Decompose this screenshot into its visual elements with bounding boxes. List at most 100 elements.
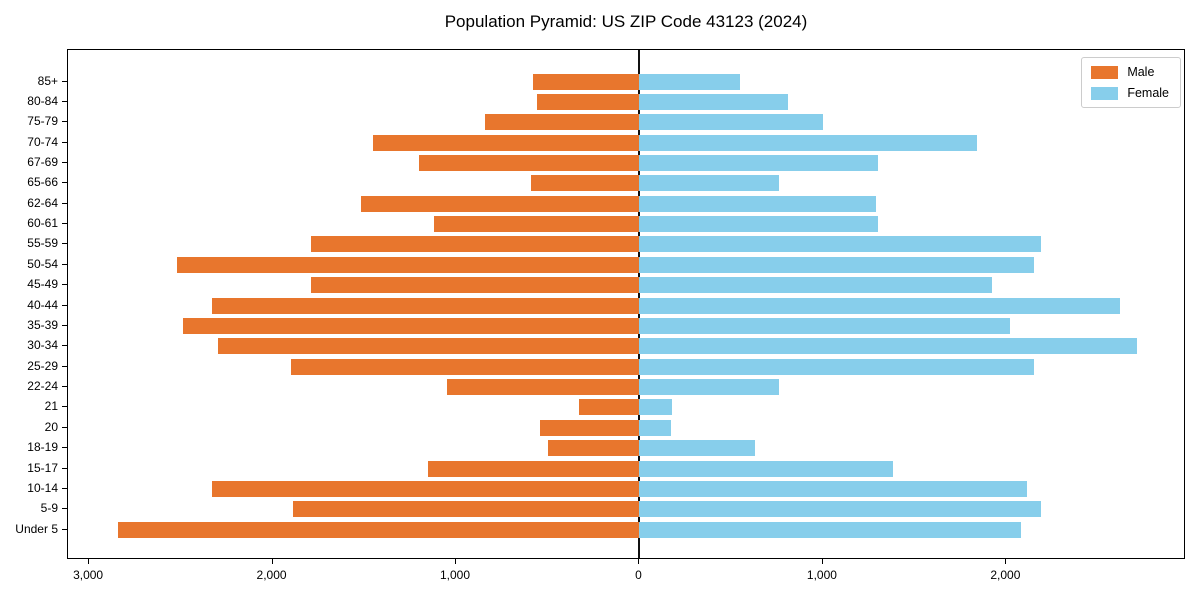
bar-female-20 (639, 419, 671, 436)
bar-male-60-61 (434, 216, 640, 233)
bar-female-25-29 (639, 358, 1034, 375)
bar-female-5-9 (639, 501, 1042, 518)
ytick-label: 85+ (37, 73, 58, 88)
bar-female-67-69 (639, 154, 878, 171)
bar-male-85+ (533, 73, 640, 90)
bar-female-85+ (639, 73, 741, 90)
ytick-label: 70-74 (27, 134, 58, 149)
bar-female-62-64 (639, 195, 877, 212)
bar-male-70-74 (373, 134, 640, 151)
ytick-label: 22-24 (27, 379, 58, 394)
ytick-mark (62, 426, 67, 428)
ytick-mark (62, 284, 67, 286)
bar-female-60-61 (639, 216, 878, 233)
ytick-mark (62, 386, 67, 388)
xtick-label: 3,000 (73, 568, 104, 582)
ytick-mark (62, 223, 67, 225)
ytick-mark (62, 243, 67, 245)
ytick-label: 80-84 (27, 93, 58, 108)
bar-female-45-49 (639, 277, 992, 294)
ytick-label: 60-61 (27, 216, 58, 231)
xtick-label: 1,000 (806, 568, 837, 582)
chart-title: Population Pyramid: US ZIP Code 43123 (2… (444, 12, 808, 31)
ytick-label: Under 5 (15, 521, 58, 536)
bar-male-75-79 (485, 114, 640, 131)
xtick-label: 1,000 (440, 568, 471, 582)
ytick-label: 20 (44, 419, 58, 434)
bar-male-25-29 (290, 358, 640, 375)
ytick-mark (62, 202, 67, 204)
bar-male-55-59 (311, 236, 640, 253)
xtick-label: 2,000 (256, 568, 287, 582)
bar-female-15-17 (639, 460, 893, 477)
bar-female-80-84 (639, 93, 789, 110)
ytick-label: 25-29 (27, 358, 58, 373)
bar-male-30-34 (217, 338, 640, 355)
ytick-label: 40-44 (27, 297, 58, 312)
bar-male-45-49 (311, 277, 640, 294)
bar-female-70-74 (639, 134, 978, 151)
legend-label-female: Female (1127, 86, 1169, 100)
ytick-mark (62, 406, 67, 408)
bar-male-under-5 (118, 521, 640, 538)
bar-male-67-69 (419, 154, 640, 171)
bar-male-15-17 (428, 460, 640, 477)
xtick-mark (88, 559, 90, 564)
ytick-mark (62, 365, 67, 367)
ytick-mark (62, 447, 67, 449)
bar-female-21 (639, 399, 673, 416)
ytick-mark (62, 528, 67, 530)
female-swatch-icon (1091, 86, 1119, 100)
bar-female-under-5 (639, 521, 1022, 538)
ytick-mark (62, 161, 67, 163)
xtick-mark (821, 559, 823, 564)
ytick-label: 67-69 (27, 154, 58, 169)
ytick-label: 18-19 (27, 440, 58, 455)
bar-male-18-19 (547, 440, 640, 457)
ytick-label: 5-9 (40, 501, 58, 516)
bar-male-5-9 (292, 501, 640, 518)
ytick-label: 75-79 (27, 114, 58, 129)
ytick-label: 45-49 (27, 277, 58, 292)
male-swatch-icon (1091, 65, 1119, 79)
ytick-label: 55-59 (27, 236, 58, 251)
bar-female-10-14 (639, 480, 1027, 497)
ytick-label: 21 (44, 399, 58, 414)
legend: Male Female (1081, 57, 1181, 108)
bar-male-50-54 (177, 256, 640, 273)
ytick-label: 15-17 (27, 460, 58, 475)
ytick-label: 30-34 (27, 338, 58, 353)
ytick-label: 50-54 (27, 256, 58, 271)
xtick-label: 2,000 (990, 568, 1021, 582)
bar-female-50-54 (639, 256, 1034, 273)
xtick-mark (455, 559, 457, 564)
bar-female-30-34 (639, 338, 1137, 355)
bar-female-40-44 (639, 297, 1121, 314)
bar-male-35-39 (182, 317, 640, 334)
ytick-mark (62, 182, 67, 184)
ytick-mark (62, 508, 67, 510)
bar-female-18-19 (639, 440, 756, 457)
xtick-mark (638, 559, 640, 564)
ytick-mark (62, 324, 67, 326)
ytick-mark (62, 263, 67, 265)
bar-male-22-24 (446, 379, 640, 396)
ytick-label: 62-64 (27, 195, 58, 210)
plot-area: Male Female (67, 49, 1185, 559)
ytick-label: 65-66 (27, 175, 58, 190)
xtick-mark (271, 559, 273, 564)
ytick-mark (62, 345, 67, 347)
bar-male-20 (540, 419, 640, 436)
bar-female-22-24 (639, 379, 779, 396)
ytick-mark (62, 80, 67, 82)
ytick-mark (62, 467, 67, 469)
ytick-mark (62, 121, 67, 123)
bar-male-80-84 (536, 93, 640, 110)
ytick-mark (62, 100, 67, 102)
legend-label-male: Male (1127, 65, 1155, 79)
xtick-label: 0 (635, 568, 642, 582)
bar-male-62-64 (360, 195, 640, 212)
bar-male-40-44 (212, 297, 640, 314)
bar-female-35-39 (639, 317, 1011, 334)
bar-female-55-59 (639, 236, 1042, 253)
